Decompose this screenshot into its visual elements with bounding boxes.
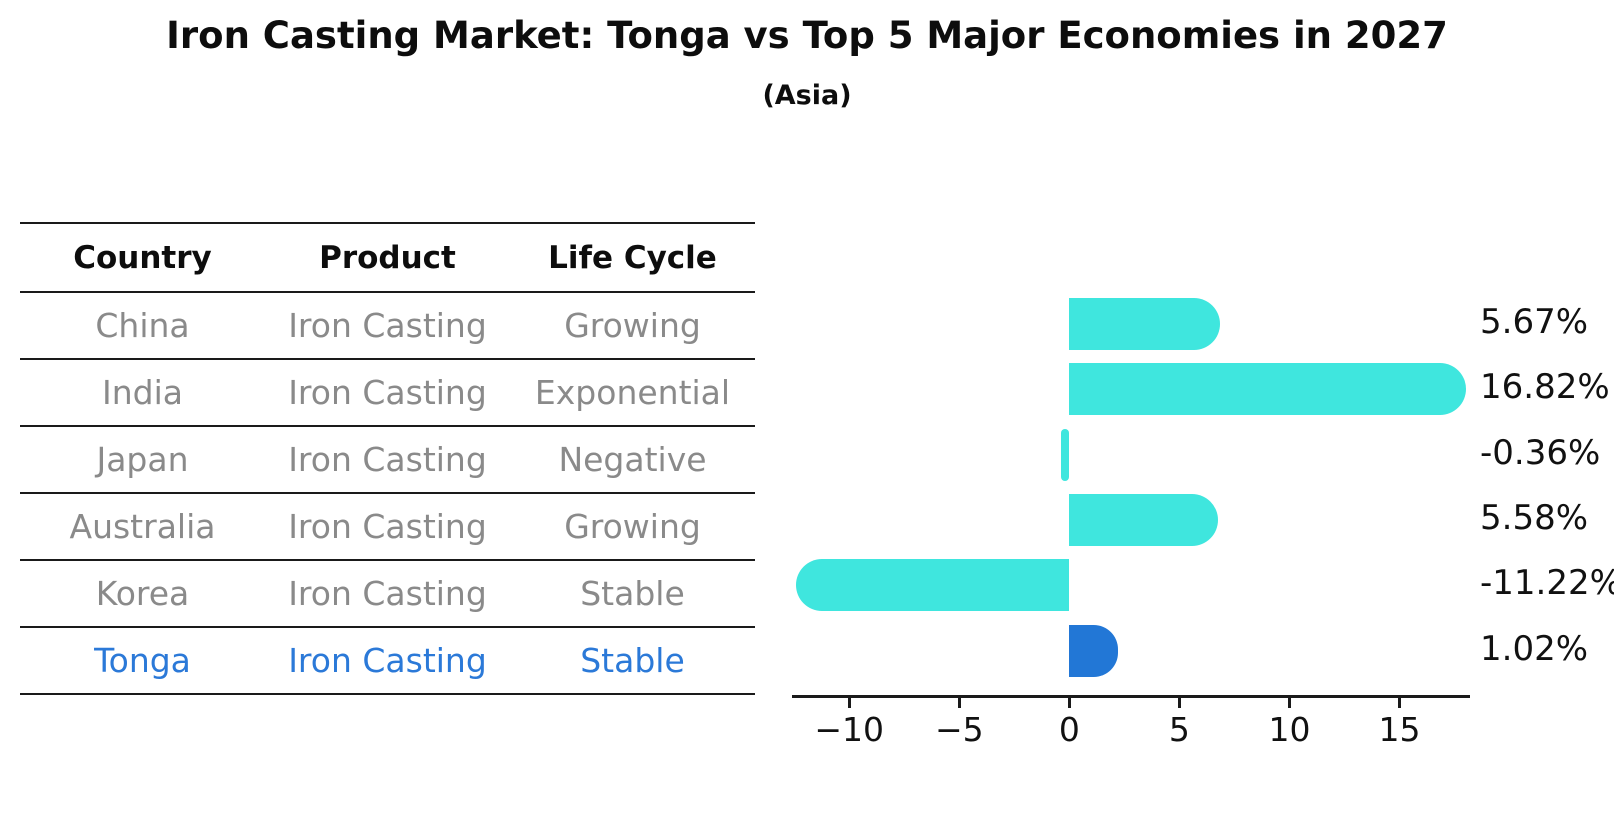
bar-value-label: -11.22% <box>1480 563 1614 604</box>
table-cell: Growing <box>564 306 701 345</box>
table-cell: Iron Casting <box>288 373 487 412</box>
bar-china <box>1069 298 1221 350</box>
table-header-row: Country Product Life Cycle <box>20 222 755 291</box>
table-row: Tonga Iron Casting Stable <box>20 626 755 695</box>
bar-japan <box>1061 428 1070 481</box>
table-cell: China <box>95 306 190 345</box>
table-cell: Tonga <box>94 641 191 680</box>
bar-value-label: 1.02% <box>1480 628 1589 669</box>
x-axis-tick <box>1287 698 1291 708</box>
x-axis-tick <box>1067 698 1071 708</box>
bar-korea <box>796 559 1070 612</box>
table-row: India Iron Casting Exponential <box>20 358 755 425</box>
table-cell: Iron Casting <box>288 507 487 546</box>
x-axis-tick-label: −5 <box>934 710 984 749</box>
chart-subtitle: (Asia) <box>762 80 852 111</box>
table-cell: Iron Casting <box>288 641 487 680</box>
table-cell: Australia <box>69 507 216 546</box>
x-axis-tick-label: 15 <box>1378 710 1421 749</box>
x-axis-tick-label: 0 <box>1058 710 1080 749</box>
x-axis-tick <box>847 698 851 708</box>
bar-tonga <box>1069 624 1118 677</box>
column-header: Life Cycle <box>548 239 717 276</box>
table-cell: Japan <box>96 440 189 479</box>
table-row: Korea Iron Casting Stable <box>20 559 755 626</box>
table-cell: Iron Casting <box>288 574 487 613</box>
table-row: China Iron Casting Growing <box>20 291 755 358</box>
table-cell: Growing <box>564 507 701 546</box>
bar-india <box>1069 363 1466 416</box>
table-cell: Stable <box>580 641 685 680</box>
x-axis-tick <box>1177 698 1181 708</box>
x-axis-tick <box>1398 698 1402 708</box>
table-row: Japan Iron Casting Negative <box>20 425 755 492</box>
bar-value-label: 5.67% <box>1480 302 1589 342</box>
chart-title: Iron Casting Market: Tonga vs Top 5 Majo… <box>166 14 1448 57</box>
bar-value-label: -0.36% <box>1480 432 1601 473</box>
x-axis-tick-label: 10 <box>1268 710 1311 749</box>
column-header: Country <box>73 239 212 276</box>
table-cell: Iron Casting <box>288 306 487 345</box>
bar-australia <box>1069 493 1219 546</box>
table-cell: India <box>102 373 183 412</box>
x-axis-tick-label: 5 <box>1168 710 1190 749</box>
table-cell: Stable <box>580 574 685 613</box>
bar-value-label: 5.58% <box>1480 497 1589 538</box>
column-header: Product <box>319 239 456 276</box>
bar-value-label: 16.82% <box>1480 367 1610 408</box>
x-axis-tick <box>957 698 961 708</box>
x-axis-tick-label: −10 <box>814 710 885 749</box>
table-cell: Korea <box>95 574 190 613</box>
x-axis-line <box>792 695 1470 698</box>
table-cell: Iron Casting <box>288 440 487 479</box>
table-cell: Exponential <box>534 373 731 412</box>
table-cell: Negative <box>558 440 707 479</box>
country-table: Country Product Life Cycle China Iron Castin… <box>20 222 755 695</box>
table-row: Australia Iron Casting Growing <box>20 492 755 559</box>
